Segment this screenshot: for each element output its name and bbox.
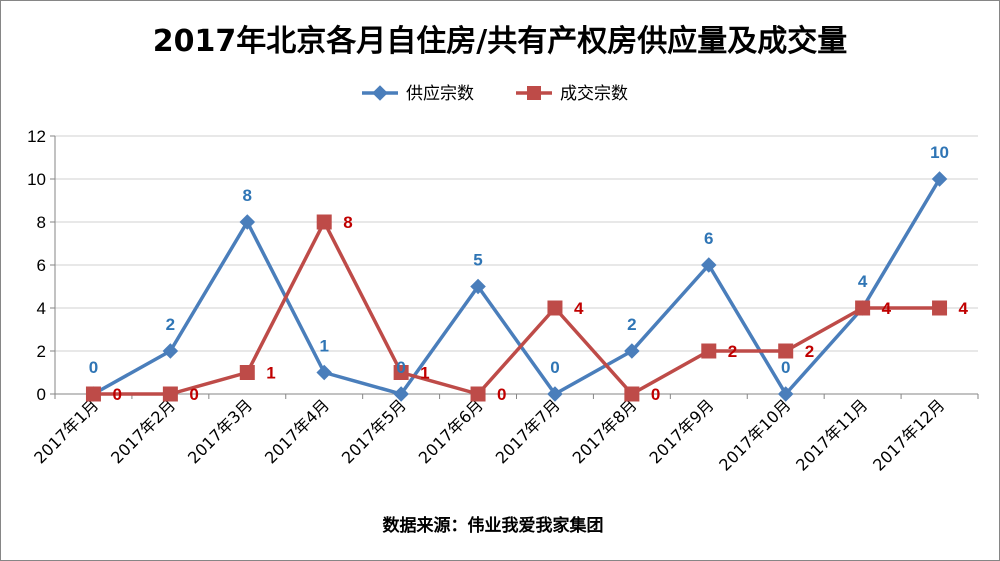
y-tick-label-6: 6 <box>37 256 46 275</box>
deal-data-label-7: 4 <box>574 299 584 318</box>
series-2-point-1 <box>85 386 101 402</box>
supply-data-label-6: 5 <box>473 251 482 270</box>
y-axis: 0 2 4 6 8 10 12 <box>27 127 56 404</box>
y-tick-label-8: 8 <box>37 213 46 232</box>
deal-data-label-5: 1 <box>420 364 429 383</box>
x-tick-label-8: 2017年8月 <box>569 395 641 467</box>
supply-data-label-3: 8 <box>243 186 252 205</box>
deal-data-label-11: 4 <box>882 299 892 318</box>
series-2-point-11 <box>855 300 871 316</box>
supply-data-label-8: 2 <box>627 315 636 334</box>
series-line-1 <box>92 178 942 396</box>
legend-supply-label: 供应宗数 <box>406 84 474 104</box>
series-1-point-12 <box>931 171 948 187</box>
series-1-point-3 <box>239 214 256 230</box>
supply-data-label-12: 10 <box>930 143 949 162</box>
series-2-point-10 <box>778 343 794 359</box>
x-tick-label-2: 2017年2月 <box>107 395 179 467</box>
y-tick-label-0: 0 <box>37 385 46 404</box>
supply-data-label-4: 1 <box>319 337 328 356</box>
x-tick-label-10: 2017年10月 <box>715 395 794 474</box>
supply-data-label-9: 6 <box>704 229 713 248</box>
series-2-point-5 <box>393 365 409 380</box>
deal-data-label-12: 4 <box>959 299 969 318</box>
series-2-point-12 <box>932 300 948 316</box>
legend-item-supply: 供应宗数 <box>362 84 474 104</box>
deal-data-label-2: 0 <box>189 385 198 404</box>
x-axis: 2017年1月 2017年2月 2017年3月 2017年4月 2017年5月 2017年… <box>30 393 979 475</box>
legend-item-deal: 成交宗数 <box>516 84 628 104</box>
x-tick-label-12: 2017年12月 <box>869 395 948 474</box>
y-tick-label-12: 12 <box>27 127 46 146</box>
deal-data-label-3: 1 <box>266 364 275 383</box>
legend: 供应宗数 成交宗数 <box>362 84 628 104</box>
data-source: 数据来源：伟业我爱我家集团 <box>383 515 604 536</box>
y-tick-label-4: 4 <box>37 299 46 318</box>
y-tick-label-10: 10 <box>27 170 46 189</box>
series-2-point-3 <box>239 365 255 380</box>
series-line-2 <box>93 220 940 396</box>
grid <box>55 135 978 352</box>
x-tick-label-4: 2017年4月 <box>261 395 333 467</box>
supply-data-label-5: 0 <box>396 358 405 377</box>
series-layer <box>85 171 948 402</box>
deal-data-label-4: 8 <box>343 213 352 232</box>
legend-supply-marker <box>372 85 388 101</box>
x-tick-label-1: 2017年1月 <box>30 395 102 467</box>
deal-data-label-10: 2 <box>805 342 814 361</box>
series-2-point-6 <box>470 386 486 402</box>
supply-data-label-1: 0 <box>89 358 98 377</box>
series-2-point-7 <box>547 300 563 316</box>
deal-data-label-6: 0 <box>497 385 506 404</box>
series-2-point-4 <box>316 214 332 230</box>
legend-deal-label: 成交宗数 <box>560 84 628 104</box>
y-tick-label-2: 2 <box>37 342 46 361</box>
supply-data-label-11: 4 <box>858 272 868 291</box>
x-tick-label-6: 2017年6月 <box>415 395 487 467</box>
supply-data-label-2: 2 <box>166 315 175 334</box>
series-2-point-8 <box>624 386 640 402</box>
x-tick-label-11: 2017年11月 <box>792 395 871 474</box>
x-tick-label-9: 2017年9月 <box>646 395 718 467</box>
supply-data-label-7: 0 <box>550 358 559 377</box>
x-tick-label-5: 2017年5月 <box>338 395 410 467</box>
legend-deal-marker <box>527 86 541 100</box>
deal-data-label-1: 0 <box>112 385 121 404</box>
x-tick-label-7: 2017年7月 <box>492 395 564 467</box>
chart-title: 2017年北京各月自住房/共有产权房供应量及成交量 <box>153 24 847 59</box>
series-2-point-9 <box>701 343 717 359</box>
x-tick-label-3: 2017年3月 <box>184 395 256 467</box>
series-1-point-4 <box>316 364 332 381</box>
supply-data-label-10: 0 <box>781 358 790 377</box>
deal-data-label-8: 0 <box>651 385 660 404</box>
series-2-point-2 <box>162 386 178 402</box>
series-1-point-2 <box>162 343 179 359</box>
deal-data-label-9: 2 <box>728 342 737 361</box>
